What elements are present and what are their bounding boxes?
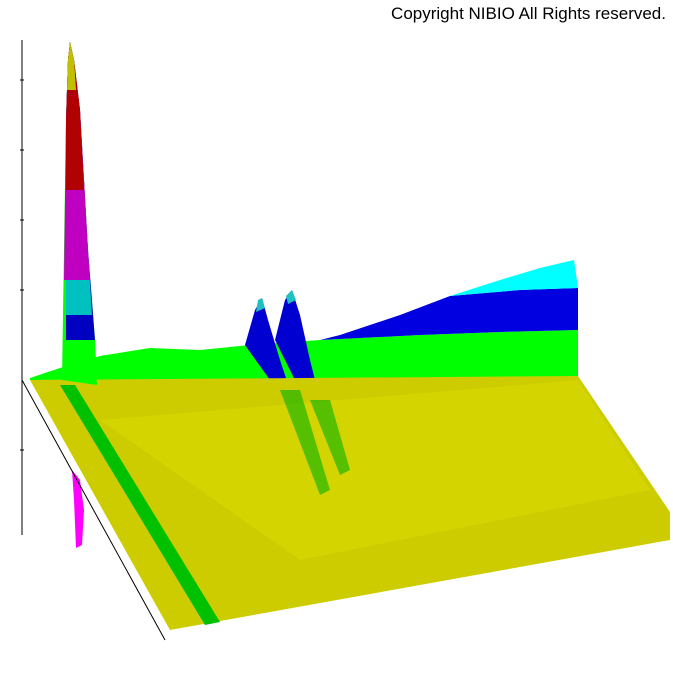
- front-peak: [72, 470, 84, 548]
- floor-highlight: [100, 380, 650, 560]
- copyright: Copyright NIBIO All Rights reserved.: [391, 4, 666, 23]
- axes: [20, 40, 166, 641]
- peak: [245, 298, 290, 390]
- blue-band: [300, 288, 578, 345]
- streak: [60, 385, 220, 625]
- streak: [280, 390, 330, 495]
- cyan-band: [450, 260, 578, 296]
- tall-peak-tip: [67, 42, 76, 90]
- peak-top: [256, 298, 265, 312]
- peak: [275, 290, 320, 400]
- x-axis: [21, 379, 166, 641]
- streak: [310, 400, 350, 475]
- peak-top: [286, 290, 296, 304]
